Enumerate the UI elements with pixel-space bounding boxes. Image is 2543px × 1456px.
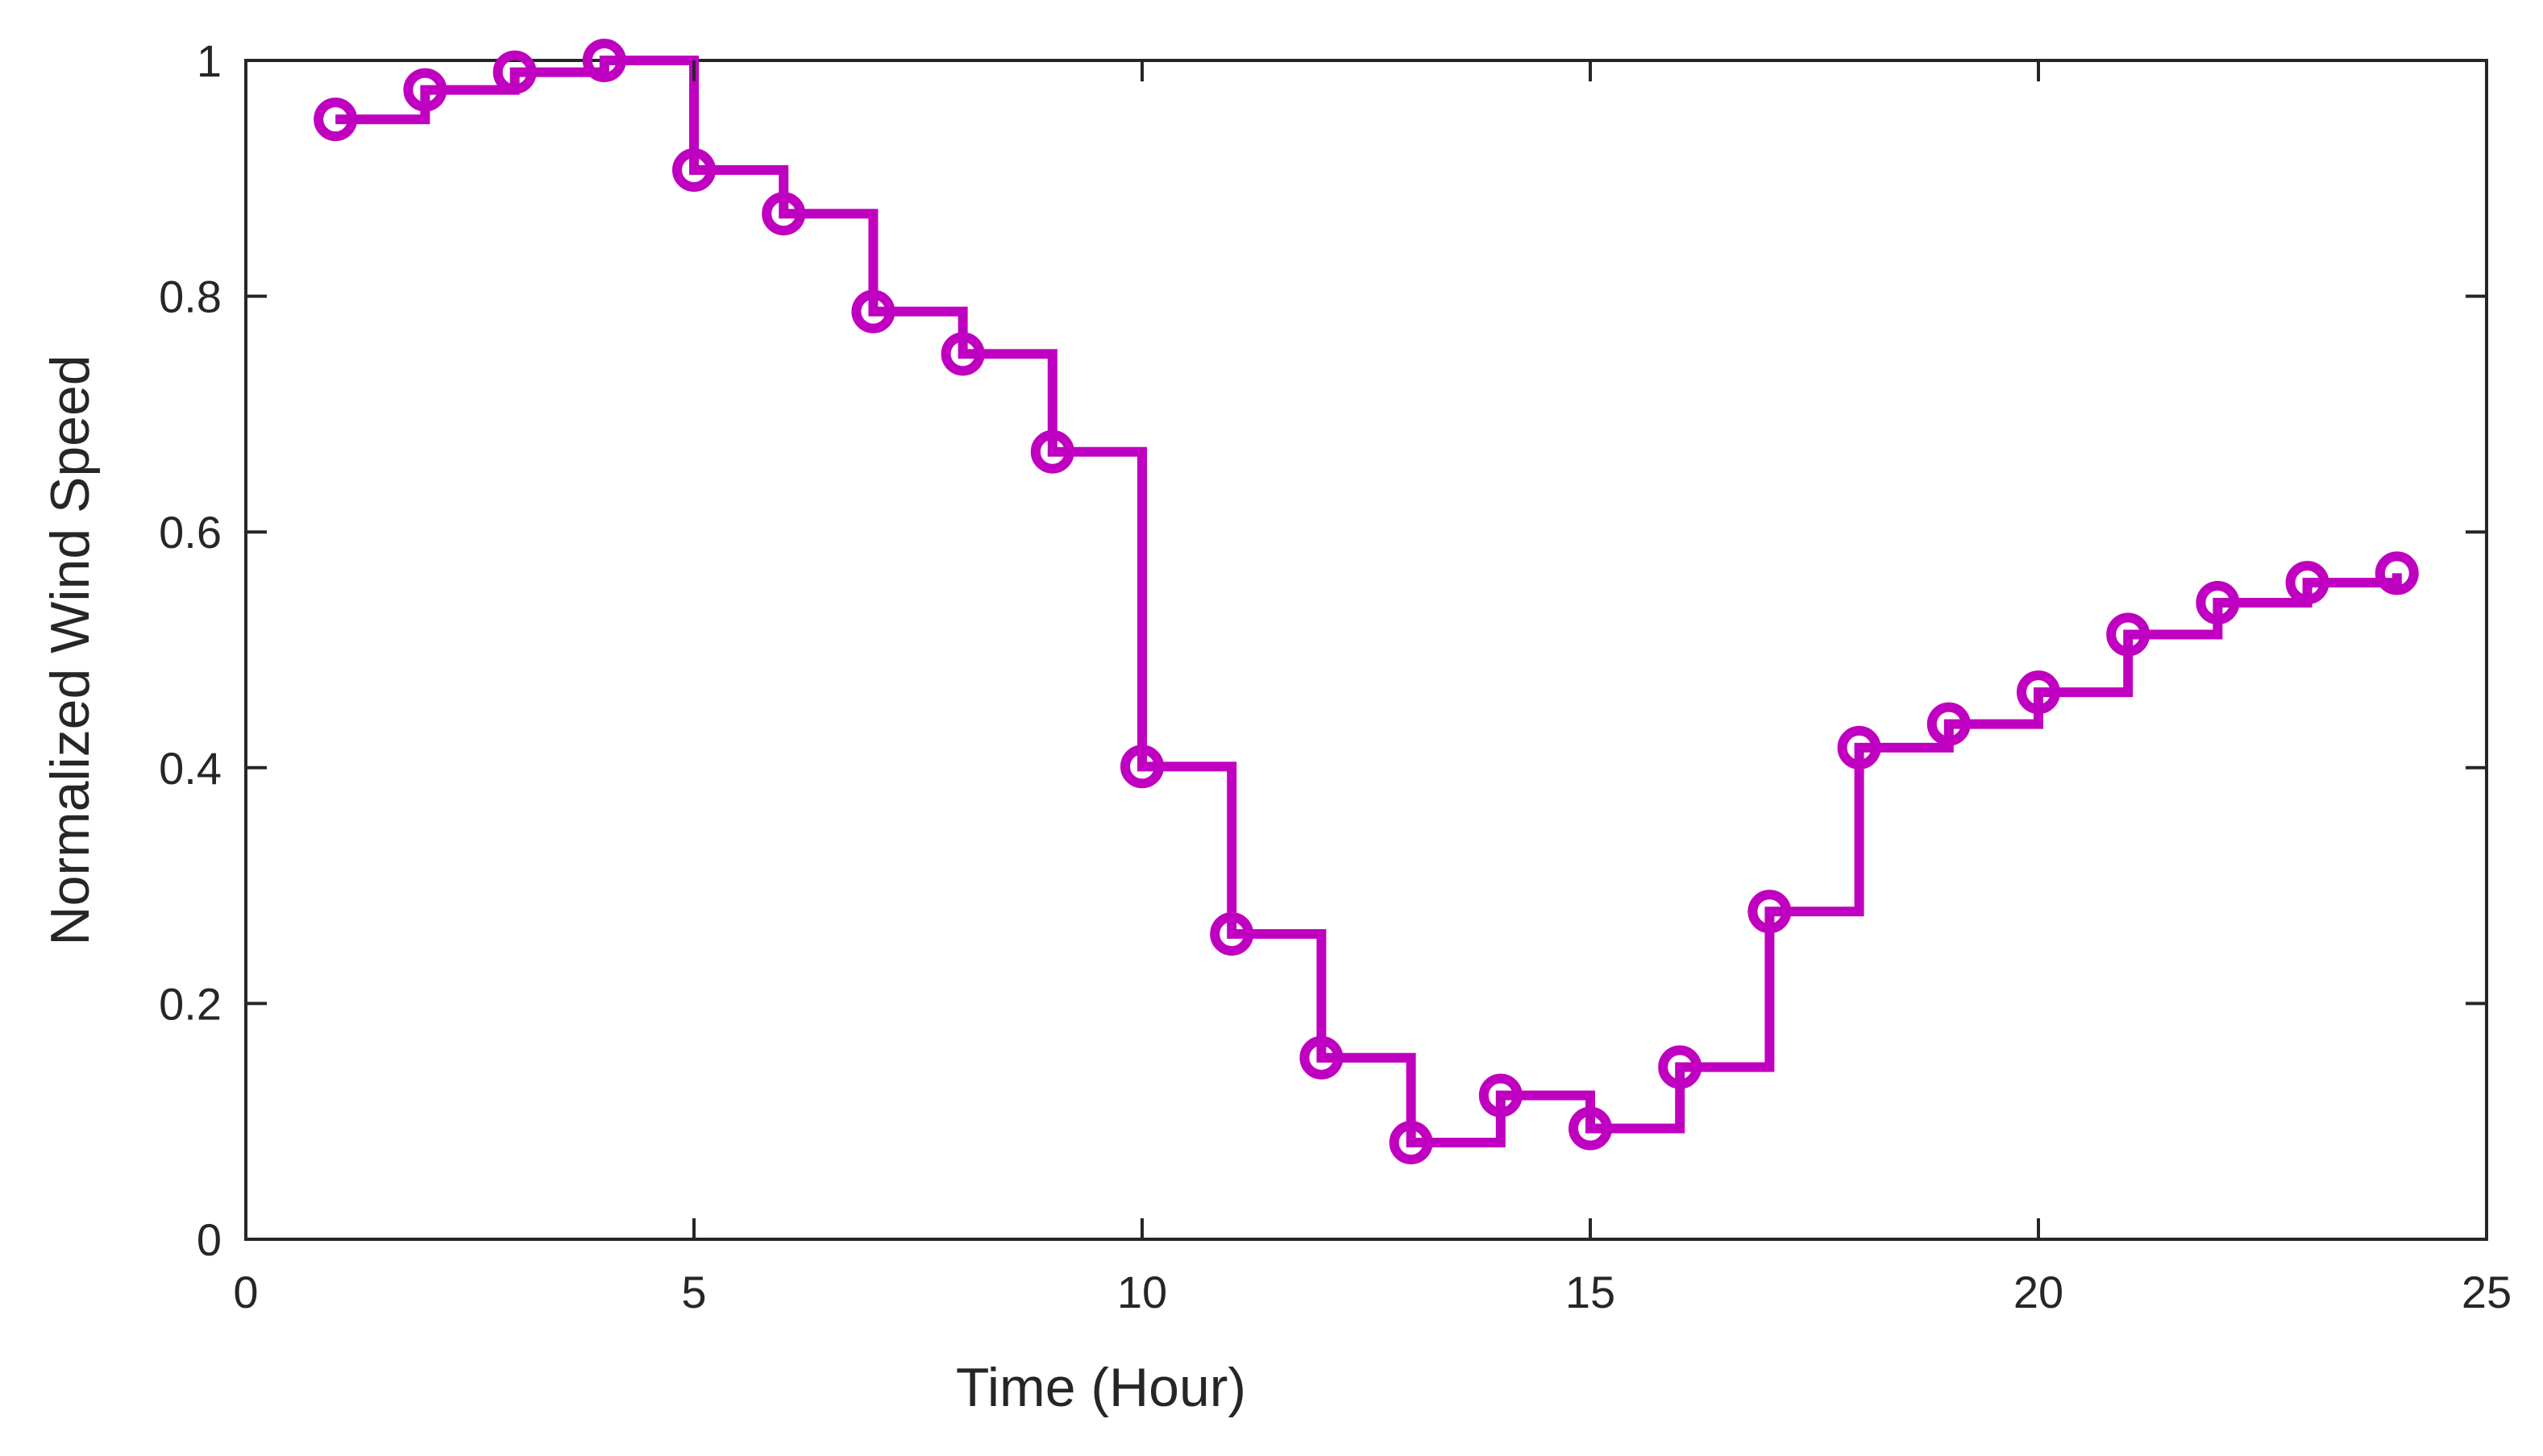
data-point-marker bbox=[2017, 670, 2060, 715]
data-point-marker bbox=[1030, 429, 1074, 474]
data-point-marker bbox=[1299, 1035, 1344, 1080]
x-tick-label: 25 bbox=[2462, 1267, 2512, 1317]
data-point-marker bbox=[762, 192, 806, 236]
y-tick-label: 0.4 bbox=[159, 743, 222, 794]
y-tick-label: 0.6 bbox=[159, 507, 222, 558]
x-axis-title: Time (Hour) bbox=[956, 1357, 1246, 1418]
data-point-marker bbox=[672, 148, 716, 193]
y-axis-title: Normalized Wind Speed bbox=[39, 355, 101, 945]
data-point-marker bbox=[492, 50, 537, 94]
y-tick-label: 1 bbox=[197, 35, 222, 86]
data-point-marker bbox=[1569, 1106, 1612, 1151]
plot-area bbox=[244, 39, 2488, 1241]
data-point-marker bbox=[1478, 1073, 1523, 1118]
x-axis-ticks: 0 5 10 15 20 25 bbox=[233, 60, 2512, 1317]
data-point-marker bbox=[1747, 890, 1792, 934]
data-point-marker bbox=[1210, 912, 1254, 956]
x-tick-label: 5 bbox=[681, 1267, 706, 1317]
data-point-marker bbox=[2375, 551, 2419, 595]
x-tick-label: 0 bbox=[233, 1267, 258, 1317]
data-point-marker bbox=[403, 68, 447, 112]
x-tick-label: 15 bbox=[1565, 1267, 1615, 1317]
data-point-marker bbox=[582, 39, 626, 82]
data-point-marker bbox=[851, 289, 895, 334]
data-point-marker bbox=[1389, 1121, 1433, 1165]
data-point-marker bbox=[2196, 580, 2240, 624]
y-tick-label: 0.8 bbox=[159, 272, 222, 322]
y-tick-label: 0 bbox=[197, 1214, 222, 1265]
data-point-marker bbox=[314, 97, 358, 142]
data-point-marker bbox=[1837, 725, 1881, 769]
data-point-marker bbox=[1120, 745, 1164, 789]
y-tick-label: 0.2 bbox=[159, 978, 222, 1029]
x-tick-label: 10 bbox=[1117, 1267, 1167, 1317]
axes-box bbox=[244, 59, 2488, 1241]
data-point-marker bbox=[2106, 612, 2150, 657]
data-point-marker bbox=[941, 332, 985, 376]
data-point-marker bbox=[1926, 702, 1971, 746]
data-point-marker bbox=[2285, 561, 2329, 605]
data-point-marker bbox=[1658, 1045, 1702, 1089]
y-axis-ticks: 0 0.2 0.4 0.6 0.8 1 bbox=[159, 35, 2487, 1265]
x-tick-label: 20 bbox=[2013, 1267, 2063, 1317]
series-stairs-line bbox=[335, 56, 2402, 1148]
